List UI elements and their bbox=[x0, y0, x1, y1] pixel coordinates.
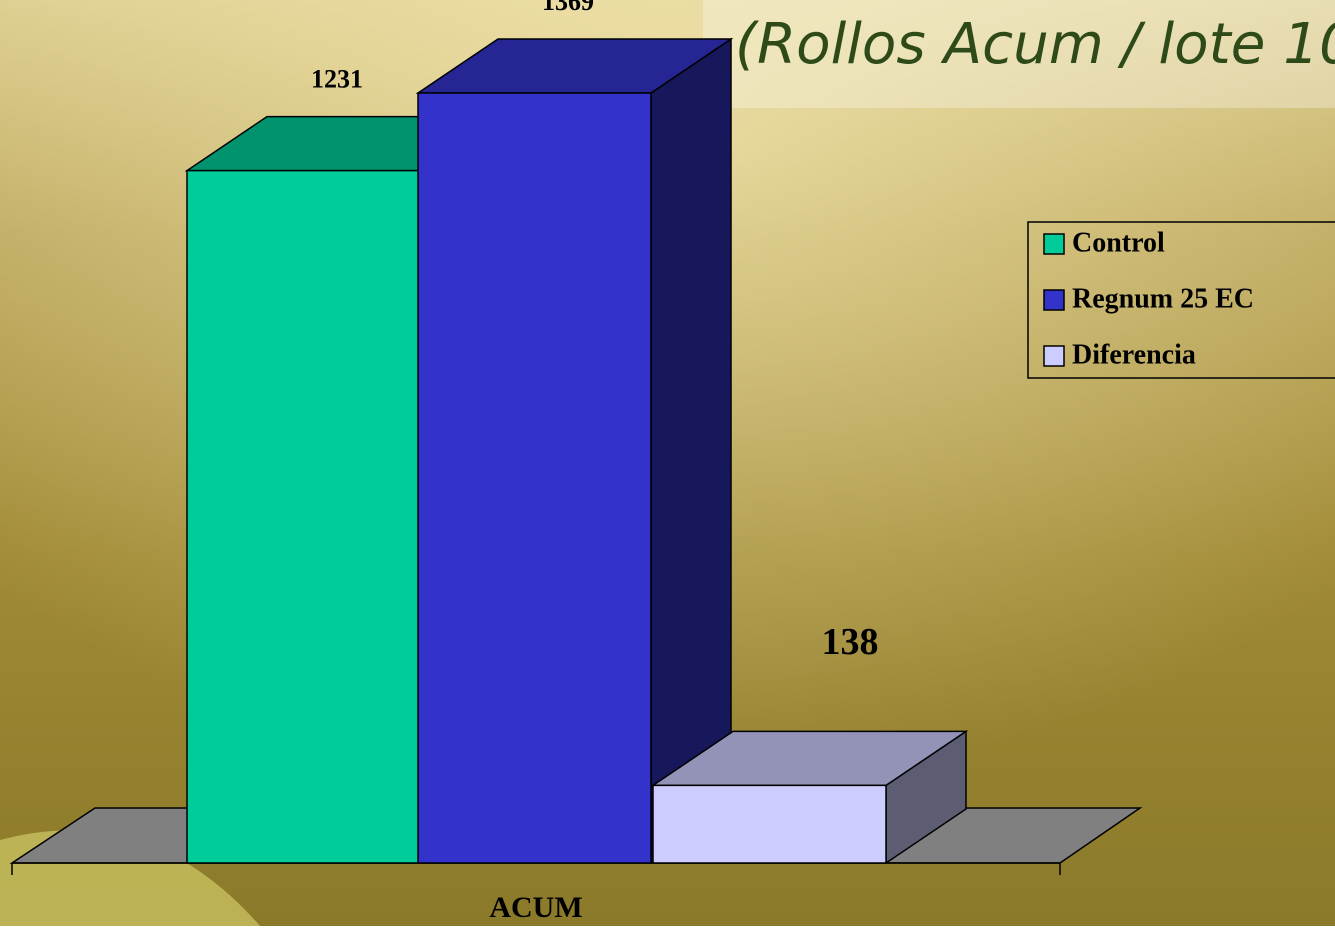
bar bbox=[652, 784, 887, 864]
bar-side bbox=[650, 37, 732, 865]
title-box bbox=[703, 0, 1335, 108]
legend-label: Regnum 25 EC bbox=[1072, 283, 1254, 314]
legend-label: Diferencia bbox=[1072, 339, 1196, 370]
data-label: 138 bbox=[822, 621, 879, 663]
data-label: 1369 bbox=[542, 0, 594, 16]
legend-swatch bbox=[1043, 233, 1065, 255]
legend-label: Control bbox=[1072, 227, 1165, 258]
data-label: 1231 bbox=[311, 65, 363, 94]
x-tick-label: ACUM bbox=[489, 891, 582, 924]
legend-swatch bbox=[1043, 345, 1065, 367]
legend: Control Regnum 25 EC Diferencia bbox=[1043, 227, 1254, 370]
chart-title: (Rollos Acum / lote 10 bbox=[735, 12, 1335, 77]
bar bbox=[186, 169, 421, 864]
bar bbox=[417, 92, 652, 864]
bars bbox=[184, 37, 969, 865]
legend-swatch bbox=[1043, 289, 1065, 311]
legend-box bbox=[1027, 221, 1335, 379]
